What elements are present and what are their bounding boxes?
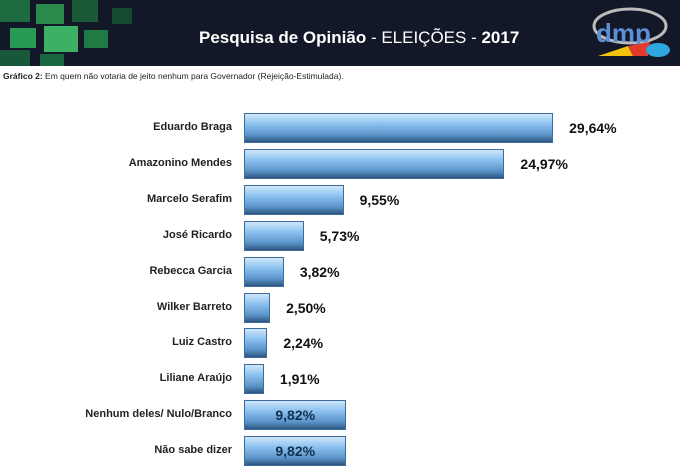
data-label: 2,24% xyxy=(283,335,324,352)
svg-text:dmp: dmp xyxy=(596,18,651,48)
bar xyxy=(244,220,304,251)
category-label: Luiz Castro xyxy=(172,336,232,349)
header-title: Pesquisa de Opinião - ELEIÇÕES - 2017 xyxy=(199,28,520,47)
data-label: 9,55% xyxy=(359,191,400,208)
bar xyxy=(244,400,347,431)
bar xyxy=(244,148,505,179)
bar xyxy=(244,436,347,467)
chart-subtitle: Gráfico 2: Em quem não votaria de jeito … xyxy=(3,71,344,81)
category-label: Eduardo Braga xyxy=(153,121,232,133)
decorative-squares xyxy=(0,0,150,66)
data-label: 3,82% xyxy=(299,263,340,280)
data-label: 24,97% xyxy=(520,155,568,172)
data-label: 1,91% xyxy=(279,371,320,388)
header-banner: Pesquisa de Opinião - ELEIÇÕES - 2017 dm… xyxy=(0,0,680,66)
bar xyxy=(244,292,271,323)
category-label: Amazonino Mendes xyxy=(128,156,232,169)
dmp-logo: dmp xyxy=(592,7,670,57)
data-label: 5,73% xyxy=(319,227,360,244)
bar xyxy=(244,113,554,143)
category-label: José Ricardo xyxy=(162,228,232,241)
category-label: Marcelo Serafim xyxy=(147,192,232,205)
data-label: 2,50% xyxy=(286,299,326,316)
category-label: Liliane Araújo xyxy=(159,372,232,385)
bar xyxy=(244,364,264,395)
bar xyxy=(244,184,344,215)
category-label: Wilker Barreto xyxy=(156,300,232,313)
category-label: Nenhum deles/ Nulo/Branco xyxy=(85,408,232,421)
category-label: Rebecca Garcia xyxy=(149,264,232,277)
bar xyxy=(244,328,268,359)
data-label: 9,82% xyxy=(275,407,316,424)
data-label: 29,64% xyxy=(569,120,617,136)
category-label: Não sabe dizer xyxy=(154,444,232,457)
data-label: 9,82% xyxy=(275,443,316,460)
bar xyxy=(244,256,284,287)
